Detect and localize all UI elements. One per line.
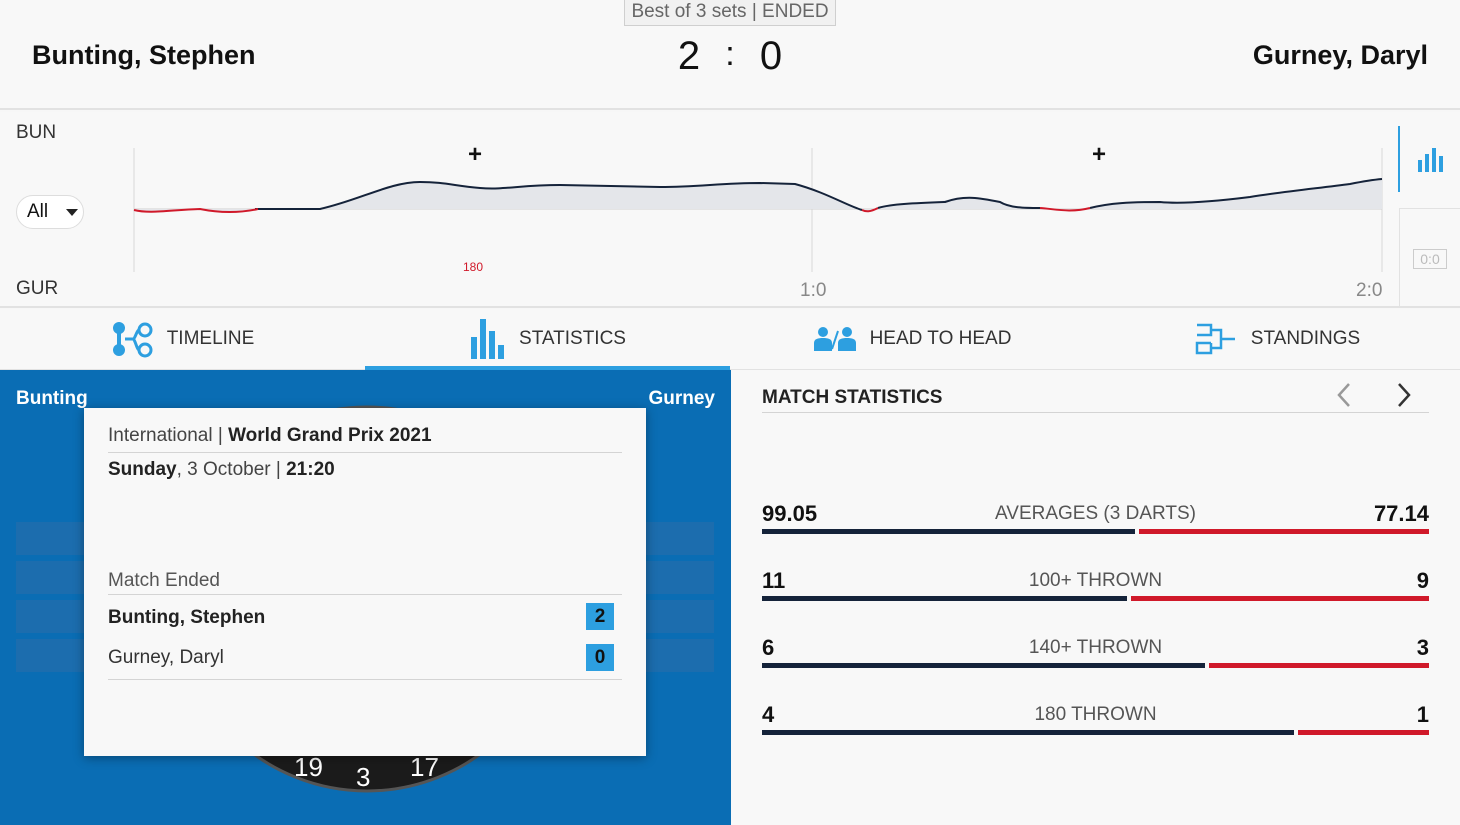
stat-row-180: 4 180 THROWN 1 bbox=[762, 702, 1429, 742]
divider bbox=[108, 452, 622, 453]
home-sets-badge: 2 bbox=[586, 603, 614, 630]
match-info-card: International | World Grand Prix 2021 Su… bbox=[84, 408, 646, 756]
tab-head-to-head[interactable]: HEAD TO HEAD bbox=[730, 309, 1095, 369]
side-panel-divider bbox=[1398, 126, 1400, 192]
players-icon bbox=[813, 327, 856, 351]
chevron-down-icon bbox=[66, 209, 78, 216]
momentum-area bbox=[134, 179, 1382, 213]
stat-row-averages: 99.05 AVERAGES (3 DARTS) 77.14 bbox=[762, 501, 1429, 541]
set-filter-value: All bbox=[27, 201, 49, 222]
match-date: , 3 October | bbox=[176, 459, 281, 480]
score-separator: : bbox=[725, 35, 735, 73]
divider bbox=[108, 594, 622, 595]
card-away-player: Gurney, Daryl bbox=[108, 647, 224, 668]
tournament-name: World Grand Prix 2021 bbox=[228, 425, 432, 446]
match-statistics-panel: MATCH STATISTICS 99.05 AVERAGES (3 DARTS… bbox=[731, 370, 1460, 825]
set-filter-dropdown[interactable]: All bbox=[16, 195, 84, 229]
stat-away-value: 1 bbox=[1416, 702, 1429, 727]
chevron-left-icon[interactable] bbox=[1335, 382, 1353, 408]
stats-title: MATCH STATISTICS bbox=[762, 387, 943, 408]
set-label-1: 1:0 bbox=[800, 280, 827, 301]
match-time: 21:20 bbox=[286, 459, 335, 480]
away-sets-badge: 0 bbox=[586, 644, 614, 671]
bar-chart-icon bbox=[471, 319, 505, 359]
card-home-player: Bunting, Stephen bbox=[108, 607, 266, 628]
tab-head-to-head-label: HEAD TO HEAD bbox=[869, 328, 1012, 349]
tab-timeline-label: TIMELINE bbox=[166, 328, 255, 349]
stat-bar-home bbox=[762, 596, 1127, 601]
board-number: 19 bbox=[294, 752, 323, 782]
tab-timeline[interactable]: TIMELINE bbox=[0, 309, 365, 369]
set-win-marker-1: + bbox=[468, 141, 482, 168]
stat-away-value: 3 bbox=[1416, 635, 1429, 660]
tab-standings[interactable]: STANDINGS bbox=[1095, 309, 1460, 369]
side-score-panel bbox=[1399, 208, 1460, 308]
chevron-right-icon[interactable] bbox=[1395, 382, 1413, 408]
tab-bar: TIMELINE STATISTICS HEAD TO HEAD STANDIN… bbox=[0, 309, 1460, 370]
home-score: 2 bbox=[677, 34, 701, 78]
stat-away-value: 9 bbox=[1416, 568, 1429, 593]
away-180-marker: 180 bbox=[463, 260, 484, 274]
set-label-2: 2:0 bbox=[1356, 280, 1383, 301]
set-win-marker-2: + bbox=[1092, 141, 1106, 168]
stat-label: 180 THROWN bbox=[1034, 704, 1157, 725]
away-score: 0 bbox=[759, 34, 783, 78]
home-abbr-label: BUN bbox=[16, 122, 57, 143]
stat-bar-away bbox=[1208, 663, 1429, 668]
away-abbr-label: GUR bbox=[16, 278, 59, 299]
timeline-icon bbox=[112, 322, 153, 358]
stat-label: 140+ THROWN bbox=[1028, 637, 1163, 658]
bracket-icon bbox=[1195, 323, 1235, 355]
bar-chart-icon[interactable] bbox=[1416, 148, 1444, 172]
momentum-chart: BUN GUR All + + 180 1:0 2:0 0:0 bbox=[0, 112, 1460, 308]
momentum-line-home bbox=[255, 178, 1383, 211]
match-header: Best of 3 sets | ENDED Bunting, Stephen … bbox=[0, 0, 1460, 110]
stat-row-140-plus: 6 140+ THROWN 3 bbox=[762, 635, 1429, 675]
dartboard-panel: Bunting Gurney 19 3 17 International | W… bbox=[0, 370, 731, 825]
stat-home-value: 6 bbox=[762, 635, 775, 660]
match-day: Sunday bbox=[108, 459, 177, 480]
stat-home-value: 11 bbox=[762, 568, 786, 593]
tab-standings-label: STANDINGS bbox=[1250, 328, 1361, 349]
stat-bar-away bbox=[1130, 596, 1429, 601]
stat-row-100-plus: 11 100+ THROWN 9 bbox=[762, 568, 1429, 608]
momentum-line-away bbox=[133, 207, 1091, 213]
mini-score-badge[interactable]: 0:0 bbox=[1413, 249, 1447, 269]
stat-home-value: 99.05 bbox=[762, 501, 818, 526]
divider bbox=[108, 679, 622, 680]
stat-bar-away bbox=[1139, 529, 1429, 534]
stat-away-value: 77.14 bbox=[1373, 501, 1429, 526]
match-status: Match Ended bbox=[108, 570, 220, 591]
divider bbox=[762, 412, 1429, 413]
match-format-badge: Best of 3 sets | ENDED bbox=[624, 0, 836, 26]
stat-bar-home bbox=[762, 663, 1205, 668]
away-short-name: Gurney bbox=[648, 388, 715, 409]
momentum-graph: + + bbox=[133, 141, 1383, 272]
stat-label: AVERAGES (3 DARTS) bbox=[995, 503, 1196, 524]
home-player-name: Bunting, Stephen bbox=[32, 40, 256, 70]
board-number: 17 bbox=[410, 752, 439, 782]
stat-label: 100+ THROWN bbox=[1028, 570, 1163, 591]
home-short-name: Bunting bbox=[16, 388, 88, 409]
match-score: 2 : 0 bbox=[650, 34, 810, 79]
stat-bar-home bbox=[762, 730, 1294, 735]
stat-bar-away bbox=[1297, 730, 1429, 735]
tournament-category: International bbox=[108, 425, 213, 446]
stat-bar-home bbox=[762, 529, 1135, 534]
away-player-name: Gurney, Daryl bbox=[1252, 40, 1428, 70]
tab-statistics-label: STATISTICS bbox=[519, 328, 626, 349]
tab-statistics[interactable]: STATISTICS bbox=[365, 309, 730, 370]
board-number: 3 bbox=[356, 762, 371, 792]
tournament-line: International | World Grand Prix 2021 bbox=[108, 425, 432, 446]
datetime-line: Sunday, 3 October | 21:20 bbox=[108, 459, 622, 481]
stat-home-value: 4 bbox=[762, 702, 775, 727]
